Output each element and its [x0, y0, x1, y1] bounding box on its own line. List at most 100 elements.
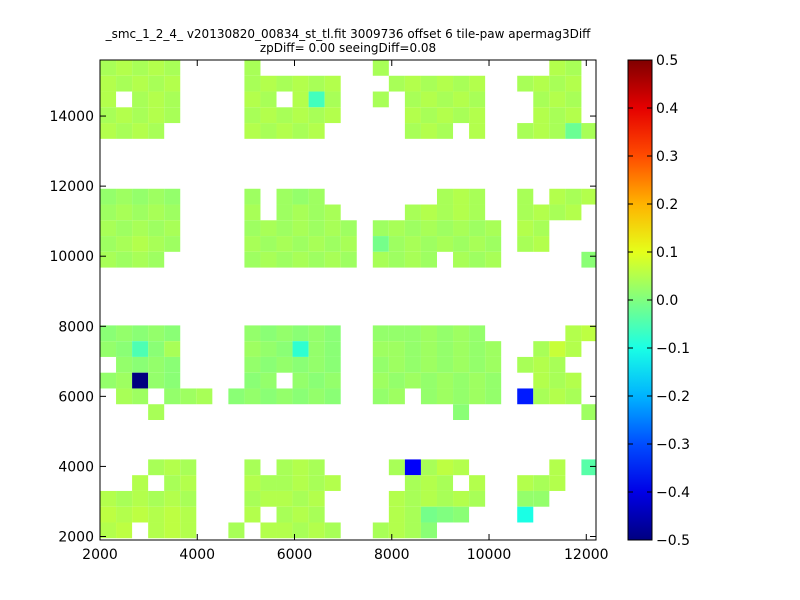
colorbar-tick-label: 0.4 [656, 101, 678, 117]
heatmap-cell [453, 325, 470, 342]
heatmap-cell [164, 60, 181, 76]
heatmap-cell [132, 251, 149, 268]
heatmap-cell [116, 188, 133, 205]
heatmap-cell [164, 75, 181, 92]
heatmap-cell [469, 220, 486, 237]
heatmap-cell [404, 459, 421, 476]
heatmap-cell [132, 204, 149, 221]
colorbar-tick-label: 0.5 [656, 53, 678, 69]
heatmap-cell [244, 123, 261, 139]
heatmap-cell [324, 75, 341, 92]
heatmap-cell [308, 107, 325, 124]
heatmap-cell [148, 75, 165, 92]
heatmap-cell [533, 220, 550, 237]
heatmap-cell [148, 372, 165, 389]
heatmap-cell [308, 251, 325, 268]
heatmap-cell [372, 236, 389, 252]
colorbar-tick-label: 0.2 [656, 197, 678, 213]
heatmap-cell [260, 75, 277, 92]
heatmap-cell [132, 325, 149, 342]
heatmap-cell [453, 388, 470, 405]
heatmap-cell [340, 251, 357, 268]
heatmap-cell [324, 372, 341, 389]
heatmap-cell [244, 188, 261, 205]
heatmap-cell [469, 356, 486, 373]
heatmap-cell [116, 123, 133, 139]
heatmap-cell [453, 188, 470, 205]
heatmap-cell [565, 91, 582, 108]
heatmap-cell [372, 251, 389, 268]
heatmap-cell [453, 356, 470, 373]
heatmap-cell [196, 388, 213, 405]
heatmap-cell [244, 341, 261, 357]
heatmap-cell [372, 522, 389, 539]
heatmap-cell [260, 107, 277, 124]
heatmap-cell [292, 107, 309, 124]
chart-subtitle: zpDiff= 0.00 seeingDiff=0.08 [260, 41, 436, 55]
heatmap-cell [148, 204, 165, 221]
heatmap-cell [404, 341, 421, 357]
heatmap-cell [469, 325, 486, 342]
heatmap-cell [164, 506, 181, 523]
heatmap-cell [116, 325, 133, 342]
heatmap-cell [148, 490, 165, 507]
heatmap-cell [164, 220, 181, 237]
heatmap-cell [148, 251, 165, 268]
heatmap-cell [292, 341, 309, 357]
heatmap-cell [469, 123, 486, 139]
heatmap-cell [549, 123, 566, 139]
heatmap-cell [420, 388, 437, 405]
heatmap-cell [436, 75, 454, 92]
heatmap-cell [100, 60, 117, 76]
heatmap-cell [581, 188, 596, 205]
heatmap-cell [164, 188, 181, 205]
heatmap-cell [308, 475, 325, 491]
heatmap-cell [260, 522, 277, 539]
heatmap-cell [164, 204, 181, 221]
heatmap-cell [132, 123, 149, 139]
heatmap-cell [453, 75, 470, 92]
heatmap-cell [420, 475, 437, 491]
x-tick-label: 8000 [374, 547, 410, 563]
heatmap-cell [420, 251, 437, 268]
heatmap-cell [469, 251, 486, 268]
heatmap-cell [565, 188, 582, 205]
heatmap-cell [292, 123, 309, 139]
x-tick-label: 6000 [277, 547, 313, 563]
heatmap-cell [404, 490, 421, 507]
heatmap-cell [549, 60, 566, 76]
heatmap-cell [276, 356, 293, 373]
heatmap-cell [485, 356, 502, 373]
heatmap-cell [533, 490, 550, 507]
heatmap-cell [308, 188, 325, 205]
heatmap-cell [116, 220, 133, 237]
heatmap-cell [404, 475, 421, 491]
heatmap-cell [148, 356, 165, 373]
heatmap-cell [436, 204, 454, 221]
heatmap-cell [388, 325, 405, 342]
heatmap-cell [276, 341, 293, 357]
heatmap-cell [404, 236, 421, 252]
heatmap-cell [565, 341, 582, 357]
heatmap-cell [388, 251, 405, 268]
heatmap-cell [244, 204, 261, 221]
heatmap-cell [533, 475, 550, 491]
heatmap-cell [148, 506, 165, 523]
heatmap-cell [244, 60, 261, 76]
heatmap-cell [404, 506, 421, 523]
y-tick-label: 2000 [58, 529, 94, 545]
heatmap-cell [244, 490, 261, 507]
heatmap-cell [565, 60, 582, 76]
heatmap-cell [453, 251, 470, 268]
heatmap-cell [453, 220, 470, 237]
x-tick-label: 4000 [179, 547, 215, 563]
colorbar-tick-label: 0.1 [656, 245, 678, 261]
heatmap-cell [581, 325, 596, 342]
heatmap-cell [116, 388, 133, 405]
colorbar-tick-label: −0.3 [656, 437, 690, 453]
heatmap-cell [292, 372, 309, 389]
y-tick-label: 10000 [49, 249, 94, 265]
heatmap-cell [420, 91, 437, 108]
heatmap-cell [164, 475, 181, 491]
